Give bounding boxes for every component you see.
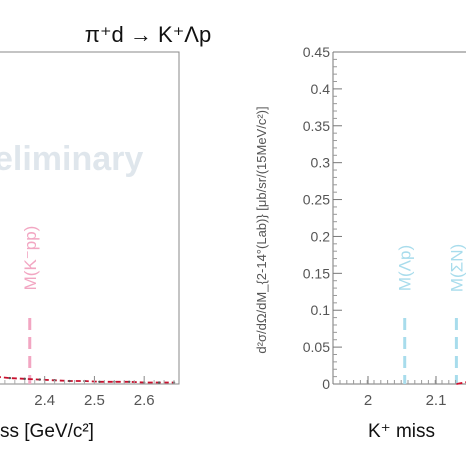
left-data-point-0-10 (128, 380, 131, 383)
right-y-tick-label-4: 0.2 (311, 228, 331, 244)
right-x-ticks: 2 2.1 (339, 376, 457, 409)
left-data-point-0-6 (68, 379, 71, 383)
right-y-tick-label-8: 0.4 (311, 81, 331, 97)
left-x-tick-label-2: 2.6 (134, 392, 155, 409)
right-y-tick-label-2: 0.1 (311, 302, 331, 318)
right-y-tick-label-6: 0.3 (311, 155, 331, 171)
left-x-tick-label-1: 2.5 (84, 392, 105, 409)
left-chart-title: π⁺d → K⁺Λp (85, 22, 211, 47)
left-data-point-0-8 (98, 380, 101, 383)
left-data-point-0-3 (23, 377, 26, 381)
left-data-point-0-12 (157, 381, 161, 384)
left-annotation-label-0: M(K⁻pp) (21, 226, 40, 291)
left-plot-frame (0, 51, 180, 385)
right-annotation-label-0: M(Λp) (396, 245, 415, 291)
right-x-axis-label: K⁺ miss (368, 421, 435, 442)
right-annotation-label-1: M(ΣN) (447, 244, 466, 292)
right-x-tick-label-1: 2.1 (426, 392, 447, 409)
right-chart: d²σ/dΩ/dM_{2-14°(Lab)} [μb/sr/(15MeV/c²)… (254, 44, 466, 442)
right-y-tick-label-5: 0.25 (303, 192, 330, 208)
right-y-tick-label-9: 0.45 (303, 44, 330, 60)
left-data-point-0-4 (38, 378, 41, 381)
right-y-tick-label-3: 0.15 (303, 265, 330, 281)
left-data-point-0-2 (8, 376, 12, 380)
right-plot-area: M(Λp) M(ΣN) (332, 51, 466, 385)
right-y-ticks: 0 0.05 0.1 0.15 0.2 0.25 0.3 0.35 0.4 0.45 (303, 44, 342, 392)
preliminary-watermark: eliminary (0, 140, 143, 178)
right-y-tick-label-1: 0.05 (303, 339, 330, 355)
right-y-axis-label: d²σ/dΩ/dM_{2-14°(Lab)} [μb/sr/(15MeV/c²)… (254, 106, 269, 353)
right-y-tick-label-0: 0 (322, 376, 330, 392)
left-plot-area: M(K⁻pp) (0, 51, 180, 385)
right-x-tick-label-0: 2 (364, 392, 372, 409)
left-chart: π⁺d → K⁺Λp eliminary M(K⁻pp) 2.4 2.5 2.6 s… (0, 22, 211, 442)
left-x-tick-label-0: 2.4 (34, 392, 55, 409)
right-y-tick-label-7: 0.35 (303, 118, 330, 134)
left-x-ticks: 2.4 2.5 2.6 (4, 376, 175, 409)
left-series-line-0 (0, 376, 174, 384)
left-x-axis-label: ss [GeV/c²] (0, 421, 94, 442)
